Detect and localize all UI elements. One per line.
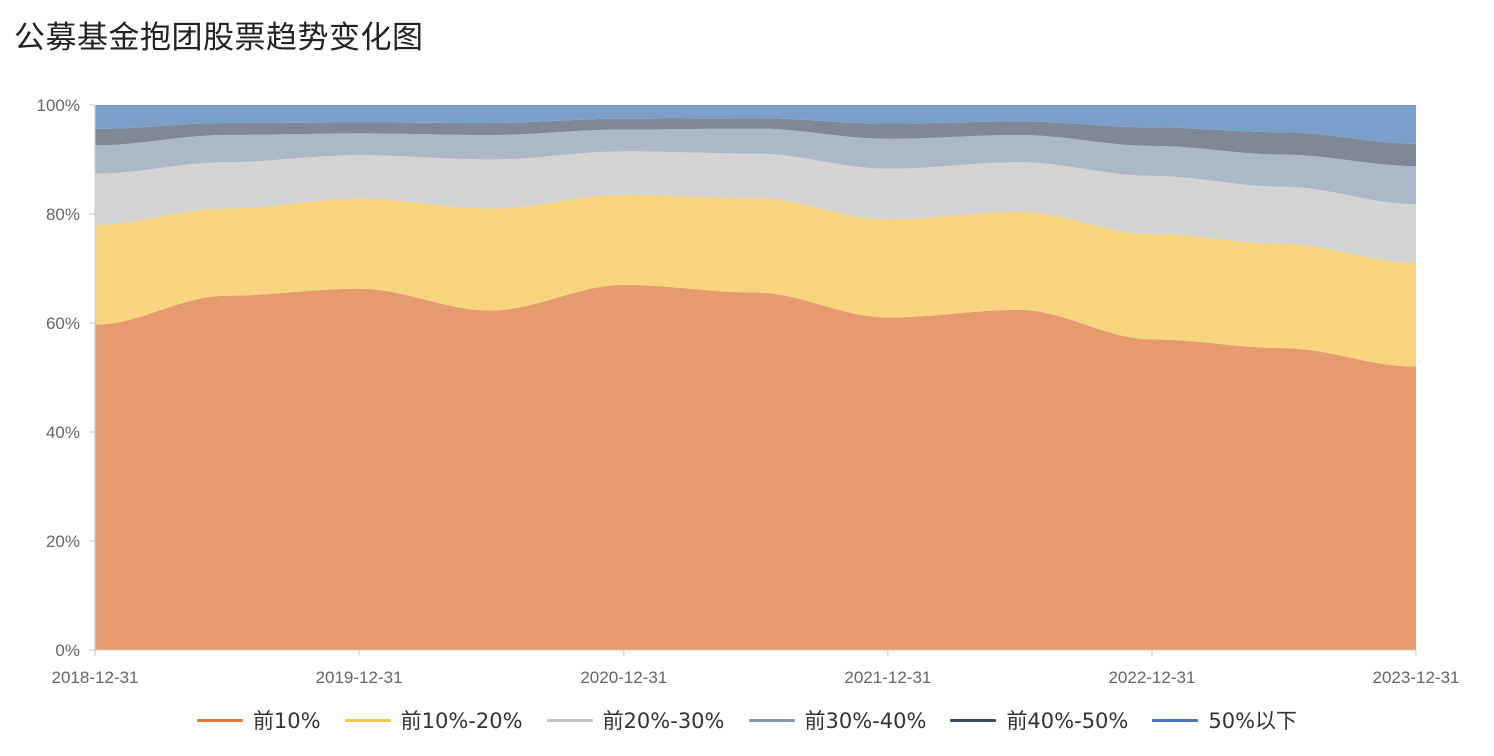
area-series-2 xyxy=(95,194,1416,367)
legend-item-3[interactable]: 前20%-30% xyxy=(546,705,725,735)
y-tick-label: 80% xyxy=(46,205,80,224)
legend-item-6[interactable]: 50%以下 xyxy=(1152,705,1297,735)
legend-swatch xyxy=(196,718,243,722)
legend-label: 前10%-20% xyxy=(400,709,523,733)
legend-label: 前30%-40% xyxy=(804,709,927,733)
legend-swatch xyxy=(344,718,391,722)
legend-item-1[interactable]: 前10% xyxy=(196,705,321,735)
legend-swatch xyxy=(1152,718,1199,722)
x-tick-label: 2023-12-31 xyxy=(1373,668,1460,687)
area-layers xyxy=(95,105,1416,650)
area-series-6 xyxy=(95,105,1416,144)
legend: 前10% 前10%-20% 前20%-30% 前30%-40% 前40%-50% 50%以… xyxy=(0,705,1494,735)
x-tick-label: 2022-12-31 xyxy=(1108,668,1195,687)
x-tick-label: 2020-12-31 xyxy=(580,668,667,687)
y-tick-label: 0% xyxy=(55,641,80,660)
legend-label: 前20%-30% xyxy=(602,709,725,733)
legend-item-5[interactable]: 前40%-50% xyxy=(950,705,1128,735)
x-tick-label: 2021-12-31 xyxy=(844,668,931,687)
legend-swatch xyxy=(950,718,997,722)
legend-swatch xyxy=(546,718,593,722)
area-series-3 xyxy=(95,151,1416,264)
area-series-1 xyxy=(95,284,1416,650)
y-tick-label: 60% xyxy=(46,314,80,333)
legend-label: 前10% xyxy=(252,709,321,733)
legend-swatch xyxy=(748,718,795,722)
y-tick-label: 100% xyxy=(37,96,80,115)
area-series-4 xyxy=(95,128,1416,205)
x-tick-label: 2018-12-31 xyxy=(52,668,139,687)
legend-label: 50%以下 xyxy=(1208,709,1298,733)
stacked-area-chart: 0% 20% 40% 60% 80% 100% 2018-12-31 2019-12-31 20… xyxy=(37,96,1460,687)
y-tick-label: 40% xyxy=(46,423,80,442)
y-tick-label: 20% xyxy=(46,532,80,551)
legend-item-4[interactable]: 前30%-40% xyxy=(748,705,927,735)
x-tick-label: 2019-12-31 xyxy=(316,668,403,687)
legend-label: 前40%-50% xyxy=(1006,709,1129,733)
axes: 0% 20% 40% 60% 80% 100% 2018-12-31 2019-12-31 20… xyxy=(37,96,1460,687)
area-series-5 xyxy=(95,118,1416,167)
legend-item-2[interactable]: 前10%-20% xyxy=(344,705,523,735)
chart-title: 公募基金抱团股票趋势变化图 xyxy=(14,20,424,56)
